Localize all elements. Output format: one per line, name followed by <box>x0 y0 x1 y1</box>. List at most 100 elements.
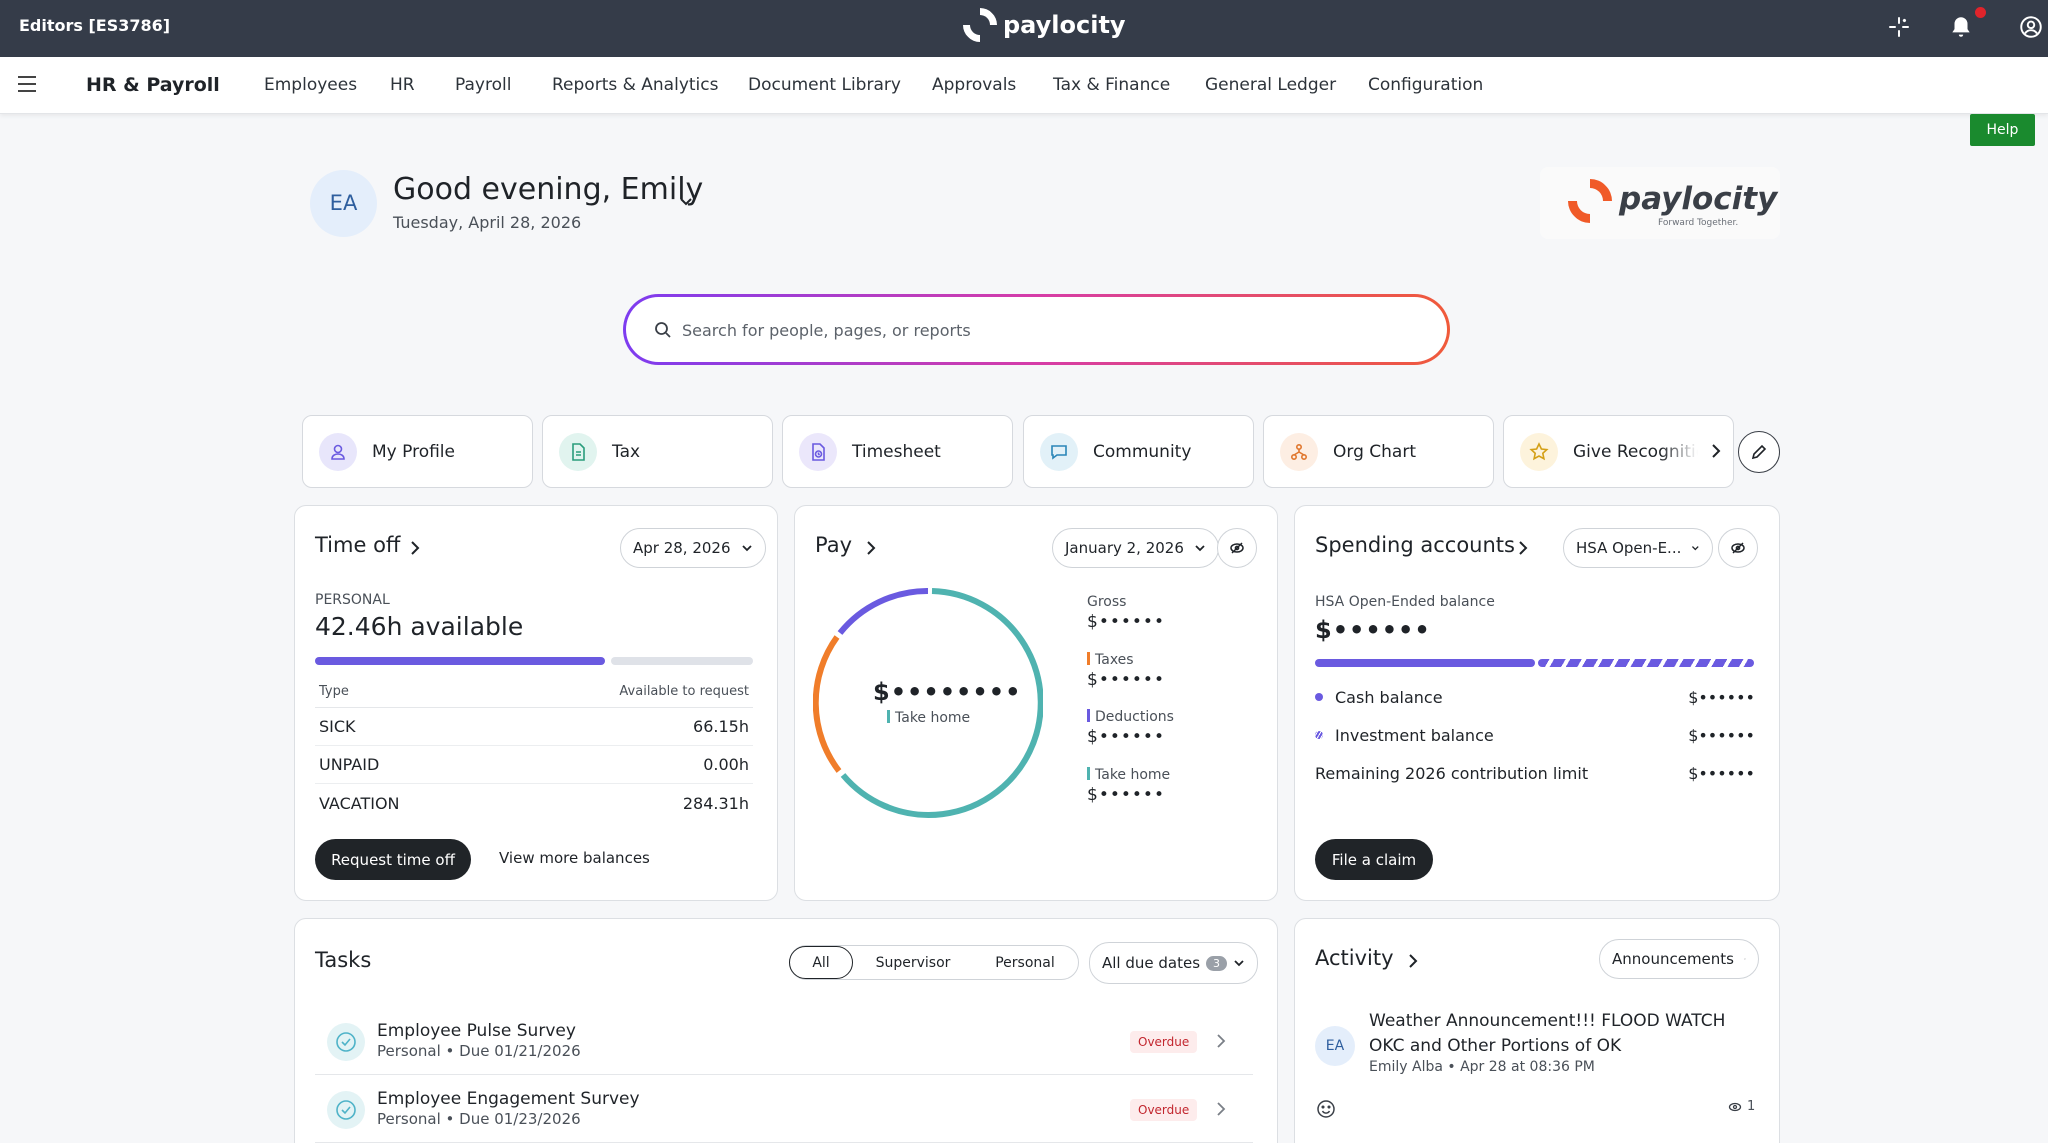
paylocity-logo[interactable]: paylocity <box>955 0 1126 50</box>
nav-item-approvals[interactable]: Approvals <box>932 75 1017 95</box>
row-value: $•••••• <box>1688 764 1755 783</box>
chevron-right-icon[interactable] <box>409 540 421 556</box>
user-avatar[interactable]: EA <box>310 170 377 237</box>
eye-off-icon <box>1731 542 1745 554</box>
task-item[interactable]: Employee Pulse Survey Personal • Due 01/… <box>315 1007 1253 1075</box>
filter-supervisor[interactable]: Supervisor <box>875 954 951 971</box>
investment-balance-bar <box>1538 659 1754 667</box>
nav-item-document-library[interactable]: Document Library <box>748 75 901 95</box>
timesheet-icon <box>799 433 837 471</box>
tasks-title: Tasks <box>315 948 372 972</box>
chat-icon <box>1040 433 1078 471</box>
time-off-used-bar <box>315 657 605 665</box>
pay-legend-deductions: Deductions $•••••• <box>1087 709 1174 747</box>
announcement-title[interactable]: Weather Announcement!!! FLOOD WATCH OKC … <box>1369 1011 1726 1056</box>
author-avatar: EA <box>1315 1026 1355 1066</box>
nav-item-reports-analytics[interactable]: Reports & Analytics <box>552 75 719 95</box>
nav-item-tax-finance[interactable]: Tax & Finance <box>1053 75 1171 95</box>
bell-icon[interactable] <box>1948 14 1974 40</box>
chevron-down-icon <box>741 545 752 552</box>
chevron-right-icon[interactable] <box>1407 953 1419 969</box>
due-dates-filter[interactable]: All due dates 3 <box>1089 942 1259 984</box>
company-logo-tagline: Forward Together. <box>1658 218 1739 228</box>
table-row: VACATION 284.31h <box>315 784 753 822</box>
pay-card: Pay January 2, 2026 $•••••••• Take home … <box>794 505 1278 901</box>
file-claim-button[interactable]: File a claim <box>1315 839 1433 880</box>
nav-item-payroll[interactable]: Payroll <box>455 75 512 95</box>
due-dates-label: All due dates <box>1102 954 1201 972</box>
hide-amounts-button[interactable] <box>1217 528 1257 568</box>
leave-type: SICK <box>319 717 356 736</box>
chevron-right-icon[interactable] <box>1517 540 1529 556</box>
star-icon <box>1520 433 1558 471</box>
spending-account-select[interactable]: HSA Open-E... <box>1563 528 1713 568</box>
pay-center-label: Take home <box>887 710 970 726</box>
time-off-date: Apr 28, 2026 <box>633 539 731 557</box>
activity-filter-select[interactable]: Announcements <box>1599 939 1759 979</box>
person-icon <box>319 433 357 471</box>
emoji-react-icon[interactable] <box>1315 1098 1337 1120</box>
shortcut-community[interactable]: Community <box>1023 415 1254 488</box>
search-input[interactable] <box>682 311 1382 349</box>
pay-donut-chart <box>813 588 1043 818</box>
shortcut-label: Community <box>1093 442 1192 462</box>
nav-item-employees[interactable]: Employees <box>264 75 358 95</box>
chevron-right-icon[interactable] <box>1708 441 1724 461</box>
pay-date: January 2, 2026 <box>1065 539 1184 557</box>
paylocity-logo-text: paylocity <box>1003 11 1126 39</box>
col-type: Type <box>319 684 349 699</box>
shortcut-my-profile[interactable]: My Profile <box>302 415 533 488</box>
user-account-icon[interactable] <box>2018 14 2044 40</box>
leave-value: 66.15h <box>693 717 749 736</box>
legend-amount: $•••••• <box>1087 727 1165 747</box>
donut-take-home-arc <box>840 588 1043 818</box>
time-off-date-select[interactable]: Apr 28, 2026 <box>620 528 766 568</box>
help-button[interactable]: Help <box>1970 114 2035 146</box>
shortcut-tax[interactable]: Tax <box>542 415 773 488</box>
hide-amounts-button[interactable] <box>1718 528 1758 568</box>
tasks-card: Tasks All Supervisor Personal All due da… <box>294 918 1278 1143</box>
spending-row-contribution-limit: Remaining 2026 contribution limit $•••••… <box>1315 764 1755 783</box>
spending-row-investment: Investment balance $•••••• <box>1315 726 1755 745</box>
chevron-right-icon[interactable] <box>865 540 877 556</box>
nav-item-hr[interactable]: HR <box>390 75 415 95</box>
leave-value: 284.31h <box>682 793 749 813</box>
shortcut-org-chart[interactable]: Org Chart <box>1263 415 1494 488</box>
notification-dot <box>1975 7 1986 18</box>
donut-taxes-arc <box>813 635 842 773</box>
nav-item-general-ledger[interactable]: General Ledger <box>1205 75 1337 95</box>
col-available: Available to request <box>619 684 749 699</box>
leave-type: VACATION <box>319 793 400 813</box>
task-item[interactable]: Employee Engagement Survey Personal • Du… <box>315 1075 1253 1143</box>
shortcut-label: My Profile <box>372 442 455 462</box>
menu-icon[interactable] <box>18 76 36 94</box>
shortcut-timesheet[interactable]: Timesheet <box>782 415 1013 488</box>
chevron-down-icon <box>1195 545 1205 552</box>
chevron-down-icon[interactable] <box>678 193 694 209</box>
filter-personal[interactable]: Personal <box>995 954 1055 971</box>
request-time-off-button[interactable]: Request time off <box>315 839 471 880</box>
activity-title[interactable]: Activity <box>1315 946 1394 970</box>
nav-brand[interactable]: HR & Payroll <box>86 74 220 96</box>
main-nav: HR & Payroll Employees HR Payroll Report… <box>0 57 2048 114</box>
eye-icon <box>1728 1102 1742 1111</box>
pay-date-select[interactable]: January 2, 2026 <box>1052 528 1219 568</box>
spending-accounts-title[interactable]: Spending accounts <box>1315 533 1515 557</box>
sparkle-icon[interactable] <box>1886 14 1912 40</box>
edit-shortcuts-button[interactable] <box>1738 431 1780 473</box>
shortcut-label: Give Recognition <box>1573 442 1698 462</box>
chevron-down-icon <box>1744 958 1746 960</box>
legend-amount: $•••••• <box>1087 785 1165 805</box>
shortcut-give-recognition[interactable]: Give Recognition <box>1503 415 1734 488</box>
greeting-title: Good evening, Emily <box>393 172 704 207</box>
pay-title[interactable]: Pay <box>815 533 853 557</box>
row-label: Investment balance <box>1335 726 1494 745</box>
nav-item-configuration[interactable]: Configuration <box>1368 75 1484 95</box>
filter-all[interactable]: All <box>789 946 853 979</box>
donut-deductions-arc <box>837 588 929 635</box>
cash-balance-bar <box>1315 659 1535 667</box>
time-off-title[interactable]: Time off <box>315 533 401 557</box>
legend-label: Take home <box>1095 767 1171 783</box>
view-more-balances-link[interactable]: View more balances <box>499 849 650 867</box>
check-circle-icon <box>327 1091 365 1129</box>
